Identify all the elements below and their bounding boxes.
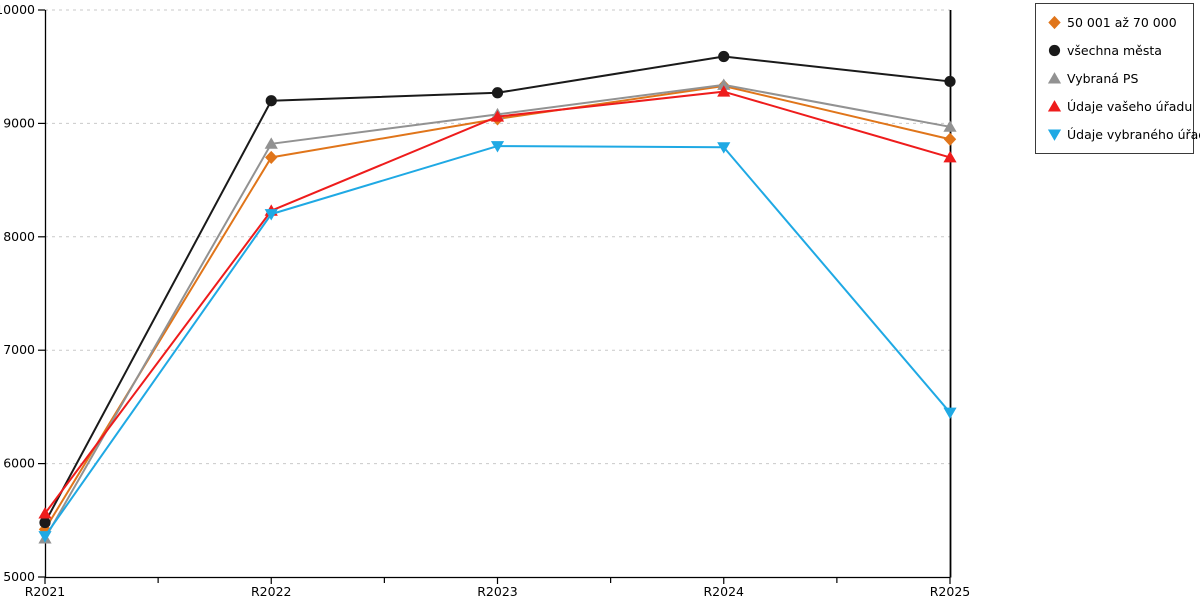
x-axis-tick-label: R2024	[704, 584, 745, 599]
y-axis-tick-label: 7000	[3, 342, 35, 357]
legend-item: Údaje vybraného úřadu	[1047, 127, 1200, 142]
series-4	[38, 141, 957, 543]
diamond-marker-icon	[1048, 15, 1061, 29]
triangle-down-marker-icon	[1047, 129, 1062, 142]
x-axis-tick-label: R2023	[477, 584, 518, 599]
legend-item: všechna města	[1047, 43, 1189, 58]
legend-label: 50 001 až 70 000	[1067, 14, 1177, 30]
x-axis-tick-label: R2025	[930, 584, 971, 599]
triangle-up-marker-icon	[1047, 72, 1062, 84]
y-axis-tick-label: 5000	[3, 569, 35, 584]
legend-label: Údaje vybraného úřadu	[1067, 127, 1200, 143]
triangle-up-marker-icon	[1047, 100, 1062, 112]
x-axis-tick-label: R2022	[251, 584, 292, 599]
circle-marker-icon	[1048, 44, 1061, 56]
legend-label: Údaje vašeho úřadu	[1067, 99, 1193, 115]
legend-label: Vybraná PS	[1067, 70, 1139, 86]
legend-item: Vybraná PS	[1047, 71, 1189, 86]
series-3	[38, 85, 957, 519]
legend-item: 50 001 až 70 000	[1047, 15, 1189, 30]
y-axis-tick-label: 6000	[3, 456, 35, 471]
y-axis-tick-label: 10000	[0, 2, 35, 17]
series-1	[39, 50, 956, 529]
y-axis-tick-label: 8000	[3, 229, 35, 244]
legend-item: Údaje vašeho úřadu	[1047, 99, 1193, 115]
legend-label: všechna města	[1067, 42, 1162, 58]
x-axis-tick-label: R2021	[25, 584, 66, 599]
legend: 50 001 až 70 000 všechna města Vybraná P…	[1035, 3, 1200, 154]
y-axis-tick-label: 9000	[3, 115, 35, 130]
